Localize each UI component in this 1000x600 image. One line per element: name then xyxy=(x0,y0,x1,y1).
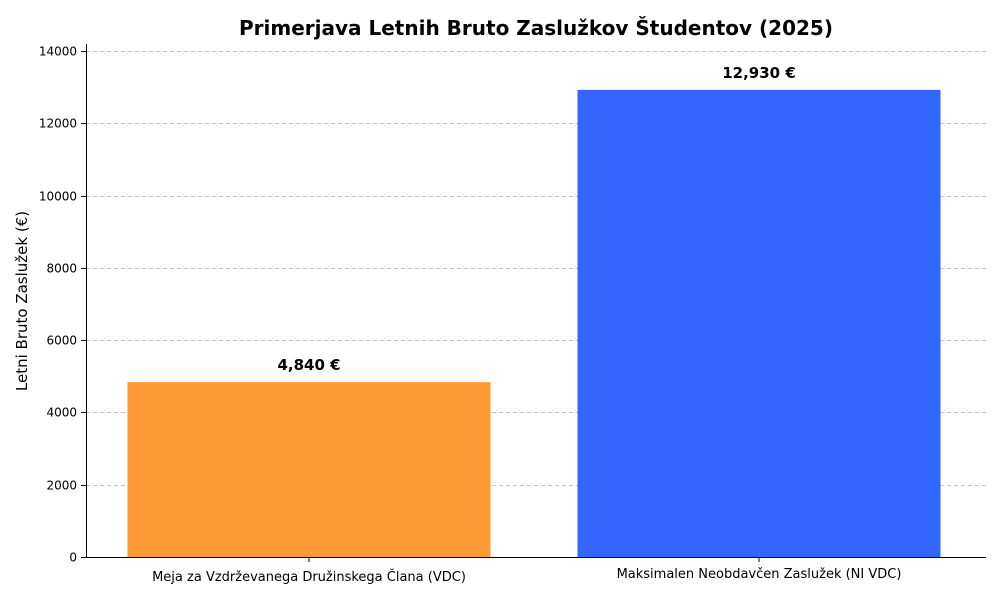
y-tick-label: 4000 xyxy=(46,406,77,420)
x-tick-label: Maksimalen Neobdavčen Zaslužek (NI VDC) xyxy=(617,567,902,582)
axes xyxy=(86,44,986,562)
y-tick-label: 12000 xyxy=(39,117,77,131)
y-tick-label: 2000 xyxy=(46,479,77,493)
y-axis-label: Letni Bruto Zaslužek (€) xyxy=(13,211,31,391)
bar xyxy=(577,89,941,558)
bars xyxy=(127,89,941,558)
chart-title: Primerjava Letnih Bruto Zaslužkov Študen… xyxy=(239,16,833,40)
y-ticks: 0 2000 4000 6000 8000 10000 12000 14000 xyxy=(39,45,86,565)
data-label: 12,930 € xyxy=(722,64,796,82)
bar xyxy=(127,382,491,557)
x-category-labels: Meja za Vzdrževanega Družinskega Člana (… xyxy=(152,567,901,585)
data-labels: 4,840 € 12,930 € xyxy=(277,64,795,374)
y-tick-label: 10000 xyxy=(39,190,77,204)
y-tick-label: 6000 xyxy=(46,334,77,348)
x-tick-label: Meja za Vzdrževanega Družinskega Člana (… xyxy=(152,569,466,585)
y-tick-label: 14000 xyxy=(39,45,77,59)
y-tick-label: 0 xyxy=(69,551,77,565)
data-label: 4,840 € xyxy=(277,356,340,374)
y-tick-label: 8000 xyxy=(46,262,77,276)
